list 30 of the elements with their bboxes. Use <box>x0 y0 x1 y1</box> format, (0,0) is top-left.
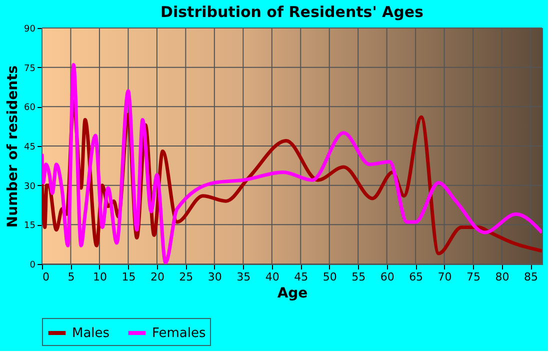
x-tick-label: 80 <box>495 270 510 284</box>
x-axis-title: Age <box>277 286 308 302</box>
x-tick-label: 45 <box>294 270 308 284</box>
x-tick-label: 30 <box>208 270 222 284</box>
x-tick-label: 70 <box>438 270 452 284</box>
x-tick-label: 65 <box>409 270 424 284</box>
y-tick-label: 45 <box>24 142 36 152</box>
y-tick-label: 90 <box>24 24 36 34</box>
x-tick-label: 25 <box>179 270 194 284</box>
x-tick-label: 50 <box>322 270 337 284</box>
x-tick-label: 75 <box>466 270 481 284</box>
x-tick-label: 5 <box>68 270 75 284</box>
y-tick-label: 75 <box>24 64 36 74</box>
x-tick-label: 55 <box>352 270 366 284</box>
y-tick-label: 0 <box>30 260 36 270</box>
x-tick-label: 40 <box>265 270 280 284</box>
x-tick-label: 20 <box>150 270 164 284</box>
legend-label: Males <box>72 326 110 341</box>
y-tick-label: 15 <box>24 221 36 232</box>
y-tick-label: 30 <box>24 182 36 192</box>
x-tick-label: 0 <box>42 270 50 284</box>
x-tick-label: 10 <box>92 270 107 284</box>
legend-label: Females <box>152 326 206 341</box>
y-axis-title: Number of residents <box>5 65 22 228</box>
y-tick-label: 60 <box>24 103 36 114</box>
x-tick-label: 85 <box>524 270 538 284</box>
x-tick-label: 60 <box>380 270 394 284</box>
chart-title: Distribution of Residents' Ages <box>160 3 424 21</box>
x-tick-label: 35 <box>236 270 251 284</box>
x-tick-label: 15 <box>122 270 136 284</box>
